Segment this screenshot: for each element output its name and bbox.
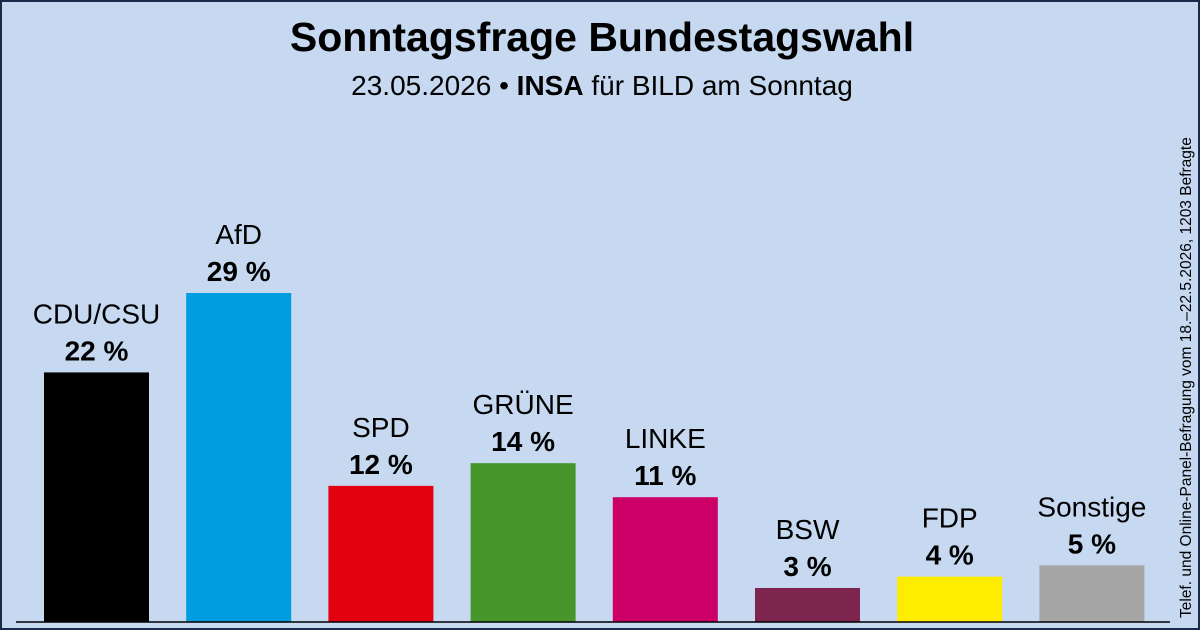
bar-3 [470, 463, 576, 622]
chart-subtitle: 23.05.2026 • INSA für BILD am Sonntag [2, 70, 1200, 102]
bar-category-label: BSW [776, 514, 840, 545]
bar-value-label: 11 % [634, 460, 696, 491]
subtitle-separator: • [499, 70, 509, 101]
bar-0 [44, 372, 149, 622]
bar-category-label: AfD [215, 219, 262, 250]
bar-category-label: CDU/CSU [33, 298, 161, 329]
bar-5 [755, 587, 860, 622]
bar-4 [612, 497, 718, 622]
poll-client: für BILD am Sonntag [591, 70, 853, 101]
bar-2 [328, 485, 434, 622]
bar-value-label: 14 % [491, 426, 555, 457]
bar-value-label: 4 % [926, 540, 974, 571]
bar-category-label: LINKE [625, 423, 706, 454]
survey-note: Telef. und Online-Panel-Befragung vom 18… [1178, 137, 1195, 618]
poll-institute: INSA [516, 70, 584, 101]
bar-value-label: 5 % [1068, 528, 1116, 559]
bar-value-label: 29 % [207, 256, 271, 287]
bar-category-label: FDP [922, 503, 978, 534]
bar-6 [897, 576, 1003, 622]
bar-1 [186, 293, 292, 622]
poll-date: 23.05.2026 [351, 70, 492, 101]
bar-value-label: 22 % [65, 335, 129, 366]
bar-7 [1039, 565, 1145, 622]
bar-category-label: GRÜNE [473, 389, 574, 420]
bar-value-label: 12 % [349, 449, 413, 480]
bar-category-label: SPD [352, 412, 410, 443]
bar-category-label: Sonstige [1037, 491, 1146, 522]
chart-title: Sonntagsfrage Bundestagswahl [289, 14, 915, 60]
bar-value-label: 3 % [783, 551, 831, 582]
